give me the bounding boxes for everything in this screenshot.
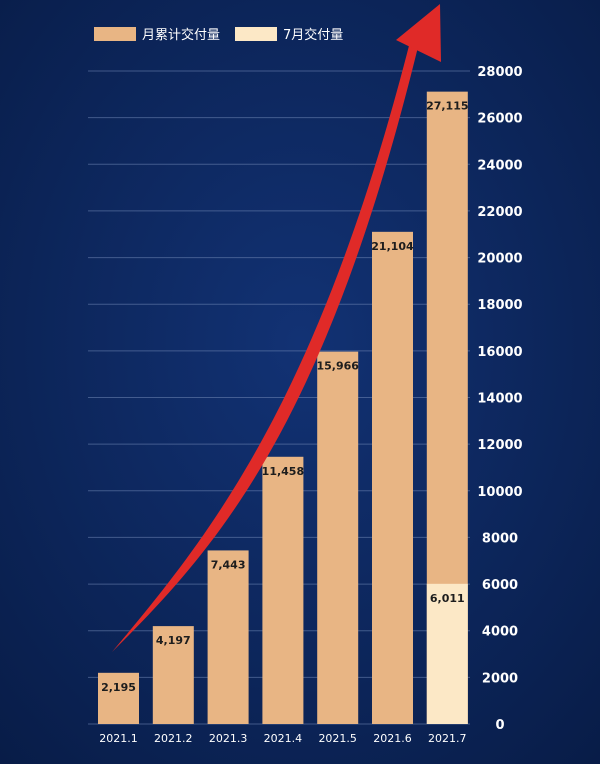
y-tick-label-4000: 4000 <box>482 625 518 640</box>
trend-arrow-layer <box>112 4 441 652</box>
value-label-2021.5: 15,966 <box>316 360 359 373</box>
legend-swatch-monthly <box>235 27 277 41</box>
value-label-2021.4: 11,458 <box>262 465 304 478</box>
trend-arrowhead <box>396 4 441 62</box>
y-tick-label-22000: 22000 <box>477 205 522 220</box>
x-tick-label-2021.6: 2021.6 <box>373 732 412 745</box>
value-label-2021.2: 4,197 <box>156 634 191 647</box>
y-tick-label-18000: 18000 <box>477 298 522 313</box>
x-tick-label-2021.3: 2021.3 <box>209 732 248 745</box>
value-label-2021.1: 2,195 <box>101 681 136 694</box>
legend-swatch-cumulative <box>94 27 136 41</box>
bar-2021.1 <box>98 672 139 724</box>
bar-2021.5 <box>317 351 359 724</box>
y-tick-label-24000: 24000 <box>477 158 522 173</box>
bar-2021.2 <box>152 626 194 724</box>
y-tick-label-20000: 20000 <box>477 252 522 267</box>
value-label-2021.3: 7,443 <box>211 558 246 571</box>
y-tick-label-26000: 26000 <box>477 112 522 127</box>
y-tick-label-8000: 8000 <box>482 531 518 546</box>
bar-monthly-2021.7 <box>426 583 468 724</box>
y-tick-label-10000: 10000 <box>477 485 522 500</box>
value-label-2021.7: 27,115 <box>426 100 468 113</box>
y-tick-label-28000: 28000 <box>477 65 522 80</box>
y-tick-label-6000: 6000 <box>482 578 518 593</box>
bar-layer <box>98 91 468 724</box>
y-tick-label-2000: 2000 <box>482 671 518 686</box>
x-tick-label-2021.7: 2021.7 <box>428 732 467 745</box>
value-label-2021.6: 21,104 <box>371 240 414 253</box>
y-tick-label-16000: 16000 <box>477 345 522 360</box>
label-layer: 2021.1 2,195 2021.2 4,197 2021.3 7,443 2021.4 1… <box>99 100 468 745</box>
y-tick-label-14000: 14000 <box>477 392 522 407</box>
bar-2021.3 <box>207 550 249 724</box>
x-tick-label-2021.5: 2021.5 <box>318 732 357 745</box>
legend-label-monthly: 7月交付量 <box>283 27 343 43</box>
legend: 月累计交付量 7月交付量 <box>94 27 343 43</box>
x-tick-label-2021.2: 2021.2 <box>154 732 193 745</box>
y-tick-label-12000: 12000 <box>477 438 522 453</box>
y-tick-label-0: 0 <box>495 718 504 733</box>
x-tick-label-2021.1: 2021.1 <box>99 732 138 745</box>
bar-2021.6 <box>372 231 413 724</box>
legend-label-cumulative: 月累计交付量 <box>142 27 220 43</box>
bar-2021.4 <box>262 456 304 724</box>
x-tick-label-2021.4: 2021.4 <box>264 732 303 745</box>
monthly-value-label-2021.7: 6,011 <box>430 592 465 605</box>
